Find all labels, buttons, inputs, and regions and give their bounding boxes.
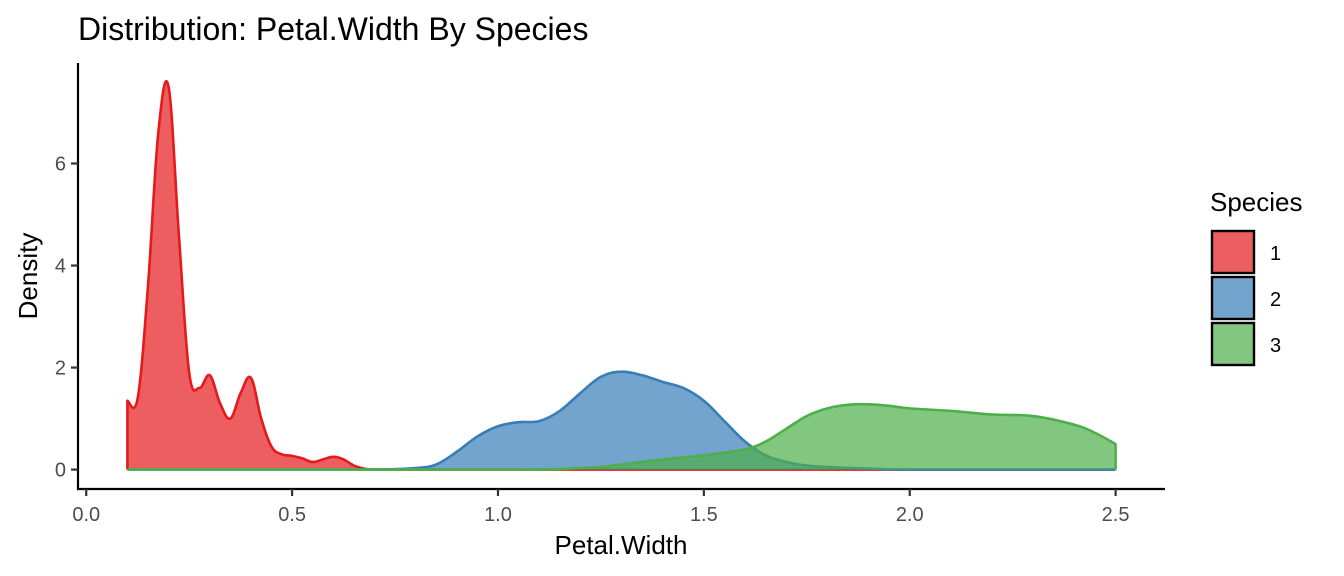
x-tick-label: 0.5: [278, 504, 306, 526]
legend-label: 2: [1270, 289, 1281, 311]
x-axis-ticks: 0.0 0.5 1.0 1.5 2.0 2.5: [72, 489, 1129, 526]
legend-key-species-3: [1210, 321, 1256, 367]
density-area-species-1: [127, 81, 1116, 470]
x-tick-label: 0.0: [72, 504, 100, 526]
y-axis-title: Density: [13, 233, 43, 320]
y-tick-label: 4: [55, 256, 66, 278]
density-area-species-3: [127, 404, 1116, 470]
y-tick-label: 2: [55, 358, 66, 380]
legend-label: 1: [1270, 243, 1281, 265]
x-tick-label: 1.5: [690, 504, 718, 526]
x-tick-label: 2.5: [1102, 504, 1130, 526]
legend: Species 1 2 3: [1210, 187, 1303, 367]
chart-title: Distribution: Petal.Width By Species: [78, 11, 588, 47]
y-axis-ticks: 0 2 4 6: [55, 154, 78, 482]
legend-title: Species: [1210, 187, 1303, 217]
plot-area: [126, 79, 1117, 471]
y-tick-label: 6: [55, 154, 66, 176]
legend-label: 3: [1270, 335, 1281, 357]
y-tick-label: 0: [55, 460, 66, 482]
legend-key-species-2: [1210, 275, 1256, 321]
density-area-species-2: [127, 371, 1116, 470]
x-tick-label: 1.0: [484, 504, 512, 526]
legend-key-species-1: [1210, 229, 1256, 275]
density-line-species-3: [127, 402, 1117, 471]
x-axis-title: Petal.Width: [555, 530, 688, 560]
x-tick-label: 2.0: [896, 504, 924, 526]
